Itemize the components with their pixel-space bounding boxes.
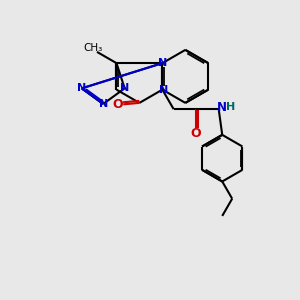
Text: H: H — [226, 102, 236, 112]
Text: N: N — [99, 99, 108, 109]
Text: N: N — [217, 100, 226, 114]
Text: N: N — [120, 83, 129, 93]
Text: N: N — [159, 85, 169, 94]
Text: N: N — [158, 58, 167, 68]
Text: N: N — [77, 83, 86, 93]
Text: O: O — [191, 127, 202, 140]
Text: O: O — [112, 98, 123, 111]
Text: CH₃: CH₃ — [83, 43, 102, 53]
